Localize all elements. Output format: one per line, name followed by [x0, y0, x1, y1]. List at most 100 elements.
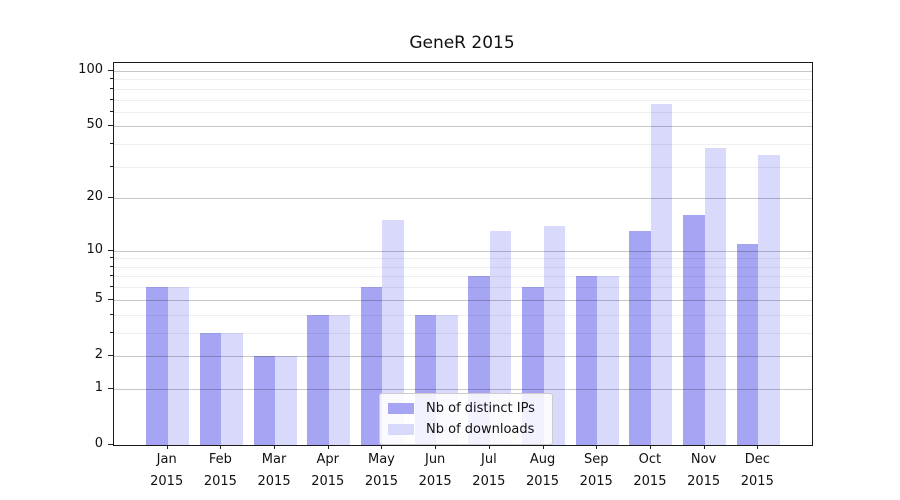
x-tick-mark: [703, 445, 705, 449]
x-tick-mark: [596, 445, 598, 449]
minor-gridline: [114, 79, 812, 81]
y-tick-label: 100: [78, 61, 103, 77]
bar-oct-s1: [650, 104, 673, 445]
bar-jan-s0: [146, 287, 168, 445]
grid-layer: [114, 63, 812, 445]
major-gridline: [114, 126, 812, 128]
minor-gridline: [114, 258, 812, 260]
legend-row: Nb of distinct IPs: [388, 398, 544, 419]
x-tick-mark: [435, 445, 437, 449]
y-tick-label: 2: [94, 346, 103, 362]
bar-feb-s0: [199, 332, 222, 445]
x-tick-label: Jul 2015: [461, 449, 517, 493]
bar-apr-s1: [328, 314, 351, 445]
x-tick-label: Nov 2015: [676, 449, 732, 493]
minor-gridline: [114, 276, 812, 278]
major-gridline: [114, 198, 812, 200]
major-gridline: [114, 355, 812, 357]
minor-gridline: [114, 144, 812, 146]
y-tick-label: 10: [86, 241, 103, 257]
bar-aug-s1: [543, 225, 566, 445]
x-tick-mark: [327, 445, 329, 449]
x-tick-month: Dec: [744, 452, 770, 467]
y-minor-tick-mark: [110, 257, 113, 259]
major-gridline: [114, 250, 812, 252]
y-tick-mark: [108, 69, 113, 71]
x-tick-label: Aug 2015: [515, 449, 571, 493]
x-tick-label: Feb 2015: [192, 449, 248, 493]
x-tick-month: Jun: [424, 452, 446, 467]
legend-label: Nb of downloads: [426, 422, 535, 437]
x-tick-year: 2015: [150, 474, 184, 489]
y-tick-label: 5: [94, 290, 103, 306]
x-tick-year: 2015: [472, 474, 506, 489]
x-tick-label: Sep 2015: [568, 449, 624, 493]
x-tick-year: 2015: [364, 474, 398, 489]
x-tick-mark: [166, 445, 168, 449]
minor-gridline: [114, 99, 812, 101]
x-tick-month: Mar: [261, 452, 287, 467]
x-tick-month: Jan: [156, 452, 177, 467]
y-minor-tick-mark: [110, 143, 113, 145]
x-tick-label: Oct 2015: [622, 449, 678, 493]
minor-gridline: [114, 314, 812, 316]
y-minor-tick-mark: [110, 78, 113, 80]
x-tick-month: Nov: [690, 452, 717, 467]
y-tick-label: 1: [94, 379, 103, 395]
x-tick-mark: [757, 445, 759, 449]
y-minor-tick-mark: [110, 275, 113, 277]
x-tick-mark: [381, 445, 383, 449]
major-gridline: [114, 299, 812, 301]
y-tick-mark: [108, 125, 113, 127]
x-tick-year: 2015: [418, 474, 452, 489]
chart-title: GeneR 2015: [409, 33, 515, 53]
bar-may-s1: [382, 220, 404, 445]
y-minor-tick-mark: [110, 87, 113, 89]
y-tick-mark: [108, 197, 113, 199]
x-tick-month: Aug: [529, 452, 556, 467]
x-tick-year: 2015: [525, 474, 560, 489]
x-tick-mark: [649, 445, 651, 449]
x-tick-year: 2015: [687, 474, 721, 489]
y-tick-label: 50: [86, 117, 103, 133]
x-tick-label: Dec 2015: [729, 449, 785, 493]
bar-sep-s1: [597, 276, 619, 445]
bar-mar-s1: [275, 355, 297, 445]
plot-area: Nb of distinct IPs Nb of downloads: [113, 62, 813, 446]
x-tick-label: Jun 2015: [407, 449, 463, 493]
x-tick-label: Apr 2015: [300, 449, 356, 493]
legend: Nb of distinct IPs Nb of downloads: [379, 393, 553, 445]
bar-mar-s0: [253, 355, 276, 445]
x-tick-label: Mar 2015: [246, 449, 302, 493]
x-tick-month: Sep: [583, 452, 609, 467]
minor-gridline: [114, 332, 812, 334]
legend-swatch: [388, 424, 414, 435]
y-minor-tick-mark: [110, 265, 113, 267]
minor-gridline: [114, 266, 812, 268]
y-tick-mark: [108, 387, 113, 389]
x-tick-year: 2015: [257, 474, 291, 489]
legend-label: Nb of distinct IPs: [426, 401, 535, 416]
bar-dec-s0: [736, 243, 759, 445]
legend-swatch: [388, 403, 414, 414]
x-tick-label: Jan 2015: [139, 449, 195, 493]
x-tick-year: 2015: [311, 474, 345, 489]
y-tick-mark: [108, 249, 113, 251]
x-tick-month: Apr: [316, 452, 340, 467]
bar-sep-s0: [575, 276, 598, 445]
x-tick-year: 2015: [633, 474, 667, 489]
y-minor-tick-mark: [110, 165, 113, 167]
y-minor-tick-mark: [110, 313, 113, 315]
x-tick-mark: [542, 445, 544, 449]
bar-dec-s1: [758, 154, 780, 445]
bar-oct-s0: [629, 231, 651, 445]
x-tick-mark: [274, 445, 276, 449]
bar-nov-s1: [704, 148, 727, 445]
legend-row: Nb of downloads: [388, 419, 544, 440]
x-tick-year: 2015: [740, 474, 774, 489]
x-tick-year: 2015: [203, 474, 237, 489]
x-tick-year: 2015: [579, 474, 613, 489]
bar-feb-s1: [221, 332, 243, 445]
minor-gridline: [114, 287, 812, 289]
